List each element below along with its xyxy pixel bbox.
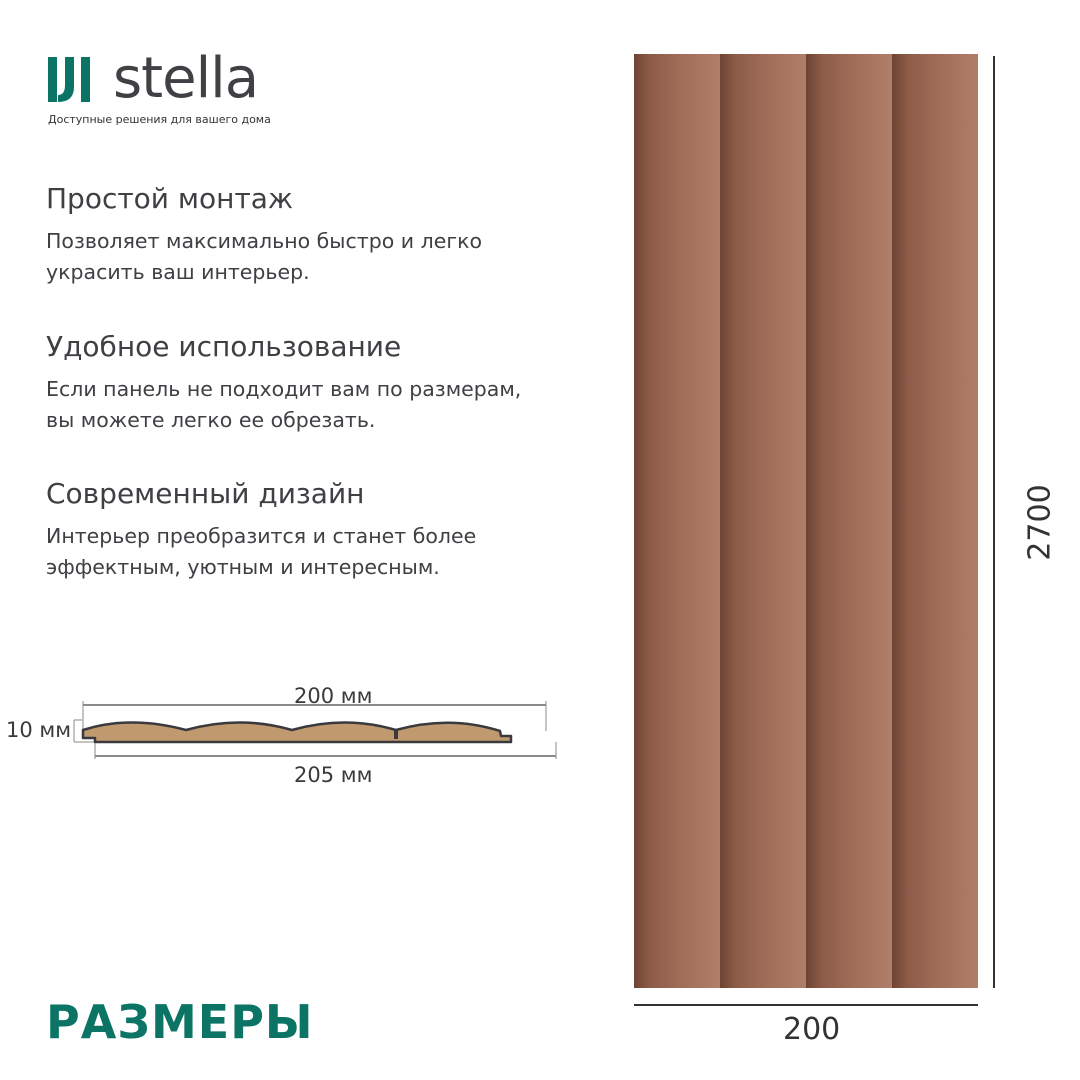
dim-total-width: 205 мм [294, 763, 373, 787]
feature-text: Интерьер преобразится и станет более [46, 524, 477, 548]
width-dimension-line [634, 1004, 978, 1006]
panel-flute [806, 54, 892, 988]
feature-text: вы можете легко ее обрезать. [46, 408, 376, 432]
panel-flute [634, 54, 720, 988]
feature-text: эффектным, уютным и интересным. [46, 555, 440, 579]
feature-modern-design: Современный дизайн Интерьер преобразится… [46, 477, 476, 583]
height-label: 2700 [1022, 484, 1058, 561]
panel-flute [720, 54, 806, 988]
width-label: 200 [783, 1012, 841, 1047]
feature-title: Современный дизайн [46, 477, 365, 510]
height-dimension-line [993, 56, 995, 988]
feature-convenient-use: Удобное использование Если панель не под… [46, 330, 521, 436]
feature-title: Удобное использование [46, 330, 402, 363]
feature-easy-install: Простой монтаж Позволяет максимально быс… [46, 182, 482, 288]
cross-section-drawing [73, 701, 557, 759]
panel-image [634, 54, 978, 988]
feature-text: Если панель не подходит вам по размерам, [46, 377, 522, 401]
panel-flute [892, 54, 978, 988]
stella-logo-icon [48, 57, 90, 102]
feature-text: Позволяет максимально быстро и легко [46, 229, 483, 253]
section-title: РАЗМЕРЫ [46, 995, 314, 1049]
dim-face-width: 200 мм [294, 684, 373, 708]
feature-text: украсить ваш интерьер. [46, 260, 310, 284]
tagline: Доступные решения для вашего дома [48, 113, 271, 126]
logo-wordmark: stella [113, 46, 259, 111]
feature-title: Простой монтаж [46, 182, 294, 215]
dim-thickness: 10 мм [6, 718, 72, 742]
